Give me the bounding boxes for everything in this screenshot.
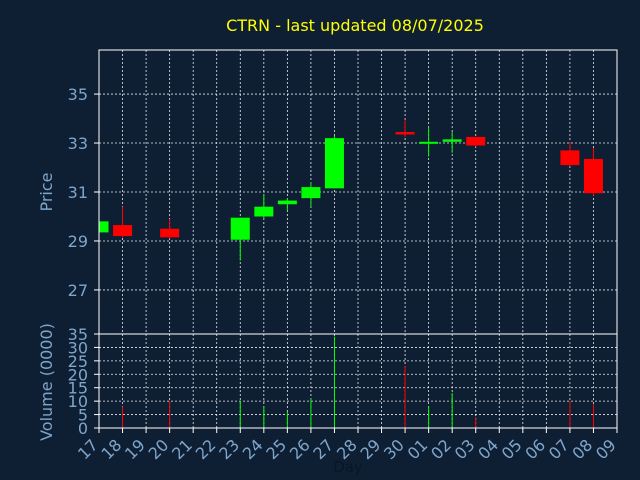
candle-body	[442, 139, 462, 142]
candle-body	[466, 136, 486, 146]
volume-tick-label: 35	[68, 325, 88, 344]
candle-body	[324, 138, 344, 189]
candle-body	[113, 225, 133, 237]
price-panel: 27 29 31 33 35	[68, 49, 618, 335]
volume-axis-label: Volume (0000)	[37, 323, 56, 441]
volume-tick-label: 25	[68, 352, 88, 371]
x-tick-label: 09	[592, 435, 620, 463]
candle-body	[395, 132, 415, 135]
x-axis-label: Day	[333, 458, 363, 476]
volume-frame	[98, 333, 618, 429]
candle-body	[419, 141, 439, 144]
volume-tick-label: 10	[68, 392, 88, 411]
candle-body	[254, 206, 274, 217]
price-tick-label: 27	[68, 281, 88, 300]
volume-tick-label: 5	[78, 406, 88, 425]
candle-body	[277, 200, 297, 205]
volume-tick-label: 0	[78, 419, 88, 438]
volume-tick-label: 15	[68, 379, 88, 398]
candle-body	[560, 150, 580, 166]
volume-tick-label: 30	[68, 338, 88, 357]
candle-body	[583, 158, 603, 194]
volume-tick-label: 20	[68, 365, 88, 384]
price-tick-label: 33	[68, 134, 88, 153]
candle-body	[230, 217, 250, 240]
candle-body	[99, 221, 109, 233]
x-tick-labels: 1718192021222324252627282930010203040506…	[74, 428, 620, 463]
candle-body	[160, 228, 180, 238]
price-tick-label: 35	[68, 85, 88, 104]
price-tick-label: 31	[68, 183, 88, 202]
candle-body	[301, 187, 321, 199]
price-axis-label: Price	[37, 172, 56, 211]
chart-title: CTRN - last updated 08/07/2025	[226, 16, 484, 35]
price-tick-label: 29	[68, 232, 88, 251]
